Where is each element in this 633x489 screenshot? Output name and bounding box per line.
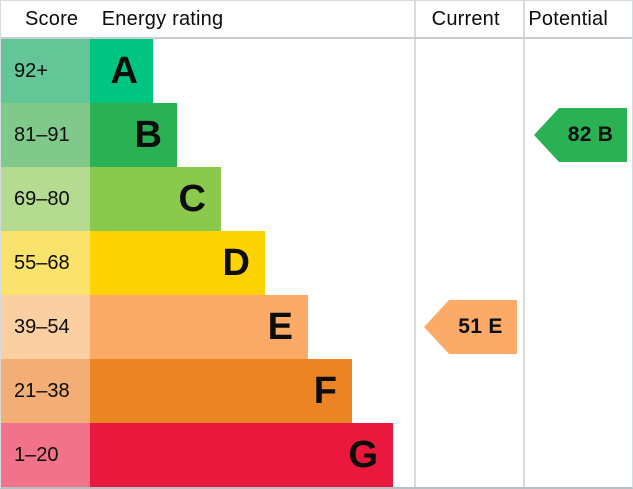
band-letter-f: F <box>313 370 337 412</box>
band-letter-b: B <box>134 114 162 156</box>
band-row-c: 69–80 C <box>1 167 632 231</box>
band-letter-c: C <box>178 178 206 220</box>
band-row-d: 55–68 D <box>1 231 632 295</box>
band-bar-e: E <box>90 295 308 359</box>
potential-column-divider <box>523 1 525 487</box>
band-row-g: 1–20 G <box>1 423 632 487</box>
band-row-e: 39–54 E <box>1 295 632 359</box>
band-bar-b: B <box>90 103 177 167</box>
band-row-f: 21–38 F <box>1 359 632 423</box>
current-column-divider <box>414 1 416 487</box>
band-score-d: 55–68 <box>1 231 90 295</box>
header-energy-rating: Energy rating <box>101 7 224 30</box>
band-score-b: 81–91 <box>1 103 90 167</box>
band-bar-a: A <box>90 39 153 103</box>
band-bar-c: C <box>90 167 221 231</box>
current-rating-label: 51 E <box>458 315 503 338</box>
band-score-f: 21–38 <box>1 359 90 423</box>
potential-rating-label: 82 B <box>567 123 614 146</box>
band-row-a: 92+ A <box>1 39 632 103</box>
band-row-b: 81–91 B <box>1 103 632 167</box>
band-letter-e: E <box>267 306 293 348</box>
header-potential: Potential <box>528 7 608 30</box>
band-letter-d: D <box>222 242 250 284</box>
band-score-c: 69–80 <box>1 167 90 231</box>
band-rows: 92+ A 81–91 B 69–80 C 55–68 D 39–54 <box>1 39 632 487</box>
header-score: Score <box>25 7 79 30</box>
band-letter-a: A <box>110 50 138 92</box>
band-bar-d: D <box>90 231 265 295</box>
band-score-a: 92+ <box>1 39 90 103</box>
band-letter-g: G <box>348 434 378 476</box>
band-bar-g: G <box>90 423 393 487</box>
band-score-e: 39–54 <box>1 295 90 359</box>
header-current: Current <box>431 7 500 30</box>
band-score-g: 1–20 <box>1 423 90 487</box>
chart-header: Score Energy rating Current Potential <box>1 1 632 39</box>
band-bar-f: F <box>90 359 352 423</box>
